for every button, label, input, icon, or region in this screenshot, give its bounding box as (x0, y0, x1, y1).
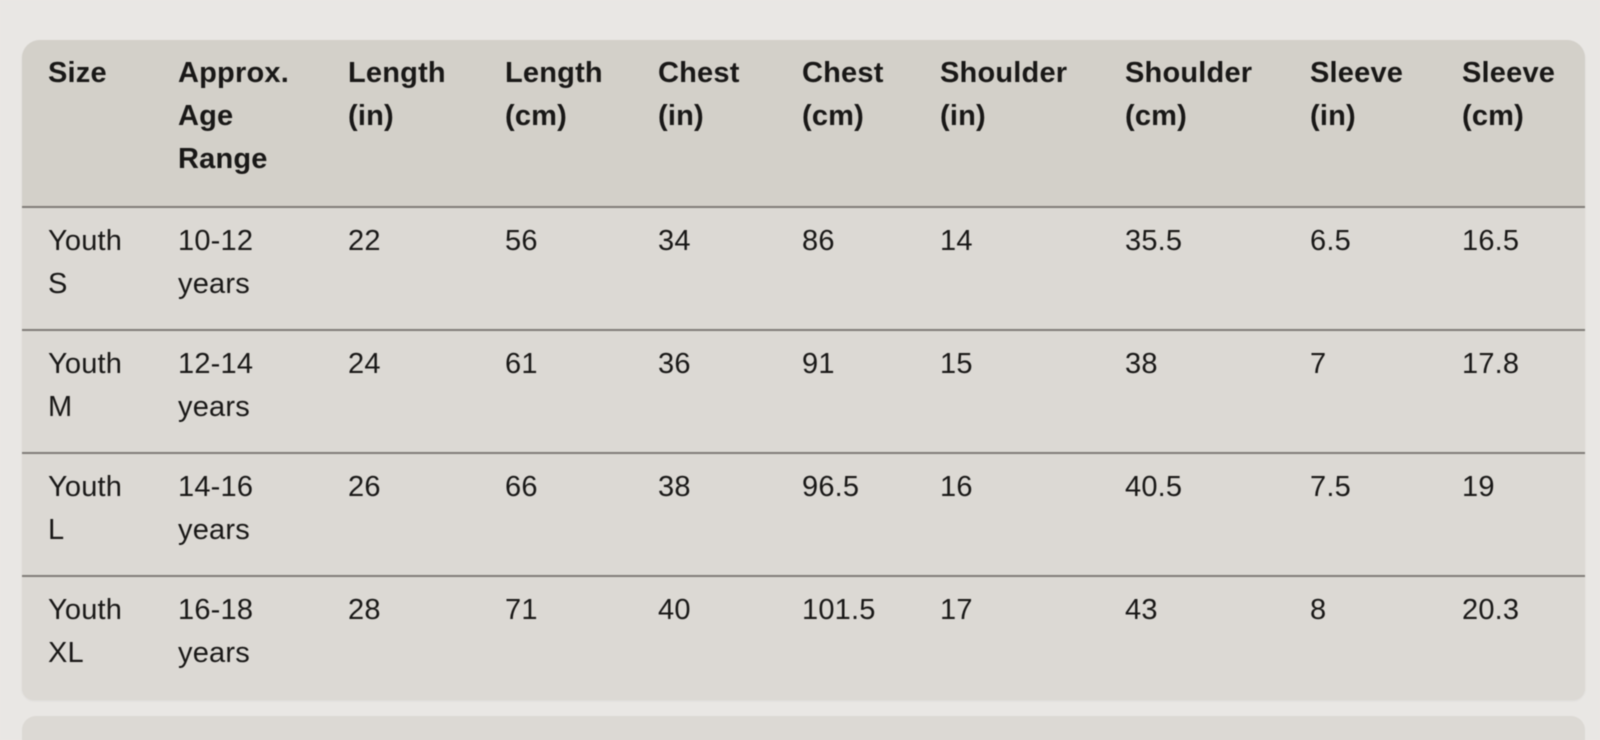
cell-length-cm: 66 (505, 452, 658, 576)
cell-shoulder-cm: 35.5 (1125, 206, 1310, 330)
col-header-length-in: Length (in) (348, 57, 446, 132)
cell-shoulder-in: 15 (940, 329, 1125, 453)
table-row-youth-l: Youth L 14-16 years 26 66 38 96.5 16 40.… (22, 452, 1585, 576)
col-header-chest-in: Chest (in) (658, 57, 740, 132)
cell-shoulder-in: 16 (940, 452, 1125, 576)
cell-age-range: 14-16 years (178, 452, 348, 576)
cell-chest-in: 36 (658, 329, 802, 453)
col-header-shoulder-in: Shoulder (in) (940, 57, 1068, 132)
table-row-youth-m: Youth M 12-14 years 24 61 36 91 15 38 7 … (22, 329, 1585, 453)
cell-size: Youth L (22, 452, 178, 576)
cell-shoulder-cm: 38 (1125, 329, 1310, 453)
cell-shoulder-cm: 43 (1125, 575, 1310, 699)
cell-chest-cm: 96.5 (802, 452, 940, 576)
cell-sleeve-in: 6.5 (1310, 206, 1462, 330)
size-chart-card: Size Approx. Age Range Length (in) Lengt… (22, 40, 1585, 700)
cell-length-cm: 71 (505, 575, 658, 699)
cell-shoulder-in: 17 (940, 575, 1125, 699)
cell-size: Youth XL (22, 575, 178, 699)
header-row: Size Approx. Age Range Length (in) Lengt… (22, 40, 1585, 207)
cell-size: Youth S (22, 206, 178, 330)
cell-sleeve-cm: 17.8 (1462, 329, 1585, 453)
table-row-youth-xl: Youth XL 16-18 years 28 71 40 101.5 17 4… (22, 575, 1585, 699)
cell-chest-in: 34 (658, 206, 802, 330)
cell-length-in: 22 (348, 206, 505, 330)
cell-sleeve-in: 8 (1310, 575, 1462, 699)
col-header-length-cm: Length (cm) (505, 57, 603, 132)
col-header-age-range: Approx. Age Range (178, 57, 289, 175)
col-header-shoulder-cm: Shoulder (cm) (1125, 57, 1253, 132)
col-header-sleeve-cm: Sleeve (cm) (1462, 57, 1556, 132)
cell-age-range: 10-12 years (178, 206, 348, 330)
cell-size: Youth M (22, 329, 178, 453)
cell-length-in: 28 (348, 575, 505, 699)
cell-length-cm: 61 (505, 329, 658, 453)
cell-length-in: 26 (348, 452, 505, 576)
cell-chest-cm: 101.5 (802, 575, 940, 699)
cell-age-range: 12-14 years (178, 329, 348, 453)
cell-sleeve-cm: 20.3 (1462, 575, 1585, 699)
col-header-size: Size (48, 57, 107, 89)
cell-sleeve-cm: 19 (1462, 452, 1585, 576)
size-chart-table: Size Approx. Age Range Length (in) Lengt… (22, 40, 1585, 699)
cell-chest-in: 40 (658, 575, 802, 699)
cell-shoulder-cm: 40.5 (1125, 452, 1310, 576)
col-header-chest-cm: Chest (cm) (802, 57, 884, 132)
cell-chest-in: 38 (658, 452, 802, 576)
cell-chest-cm: 86 (802, 206, 940, 330)
cell-length-in: 24 (348, 329, 505, 453)
table-row-youth-s: Youth S 10-12 years 22 56 34 86 14 35.5 … (22, 206, 1585, 330)
cell-sleeve-in: 7 (1310, 329, 1462, 453)
cell-shoulder-in: 14 (940, 206, 1125, 330)
cell-sleeve-cm: 16.5 (1462, 206, 1585, 330)
cell-length-cm: 56 (505, 206, 658, 330)
next-section-card (22, 716, 1585, 740)
cell-sleeve-in: 7.5 (1310, 452, 1462, 576)
cell-age-range: 16-18 years (178, 575, 348, 699)
cell-chest-cm: 91 (802, 329, 940, 453)
col-header-sleeve-in: Sleeve (in) (1310, 57, 1404, 132)
